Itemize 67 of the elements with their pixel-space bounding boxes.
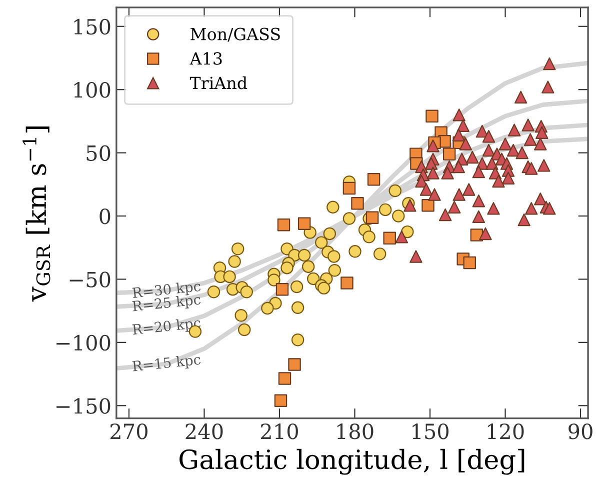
x-tick-label: 90 <box>568 424 592 440</box>
x-tick-label: 150 <box>412 424 448 440</box>
x-tick-label: 120 <box>488 424 524 440</box>
point <box>401 225 414 238</box>
point <box>340 276 354 290</box>
point <box>342 212 356 225</box>
point <box>328 264 342 277</box>
point <box>291 334 304 346</box>
y-axis-title: v$_{GSR}$ [km s$^{−1}$] <box>22 126 50 302</box>
point <box>288 358 301 371</box>
text: R=15 kpc <box>132 354 202 374</box>
point <box>228 255 241 268</box>
point <box>351 197 364 210</box>
point <box>426 110 438 123</box>
point <box>280 261 294 274</box>
y-tick-label: −150 <box>56 398 110 414</box>
point <box>302 260 315 273</box>
point <box>268 274 280 286</box>
x-axis-title: Galactic longitude, l [deg] <box>180 448 524 475</box>
point <box>328 250 340 263</box>
point <box>366 211 379 224</box>
point <box>231 242 244 256</box>
point <box>392 210 405 222</box>
point <box>274 394 288 407</box>
point <box>463 256 476 270</box>
point <box>373 248 386 260</box>
point <box>306 272 320 286</box>
point <box>383 232 396 244</box>
point <box>323 227 336 240</box>
point <box>422 199 434 212</box>
point <box>362 230 376 244</box>
point <box>298 217 311 230</box>
point <box>291 301 304 314</box>
legend-label: TriAnd <box>190 76 248 90</box>
point <box>315 236 328 249</box>
point <box>238 323 251 336</box>
y-tick-label: 150 <box>74 18 110 35</box>
point <box>470 228 484 242</box>
point <box>342 182 356 195</box>
y-tick-label: 100 <box>74 82 110 98</box>
y-tick-label: −50 <box>70 272 110 288</box>
x-tick-label: 240 <box>186 424 223 440</box>
point <box>367 172 380 186</box>
point <box>278 372 292 385</box>
point <box>240 285 253 298</box>
x-tick-label: 180 <box>337 424 374 440</box>
x-tick-label: 270 <box>110 424 148 440</box>
point <box>318 282 330 294</box>
point <box>298 248 311 262</box>
y-tick-label: 0 <box>100 208 110 224</box>
point <box>276 282 289 296</box>
x-tick-label: 210 <box>261 424 298 440</box>
y-tick-label: −100 <box>56 334 110 351</box>
point <box>207 285 220 298</box>
point <box>442 148 456 160</box>
legend-label: Mon/GASS <box>190 28 280 42</box>
point <box>348 245 362 258</box>
legend-label: A13 <box>190 52 222 65</box>
point <box>234 309 248 322</box>
point <box>223 270 236 284</box>
y-tick-label: 50 <box>86 145 110 162</box>
point <box>261 302 274 315</box>
point <box>388 184 402 198</box>
point <box>290 280 304 294</box>
point <box>277 218 290 232</box>
point <box>326 200 340 214</box>
point <box>378 203 392 216</box>
